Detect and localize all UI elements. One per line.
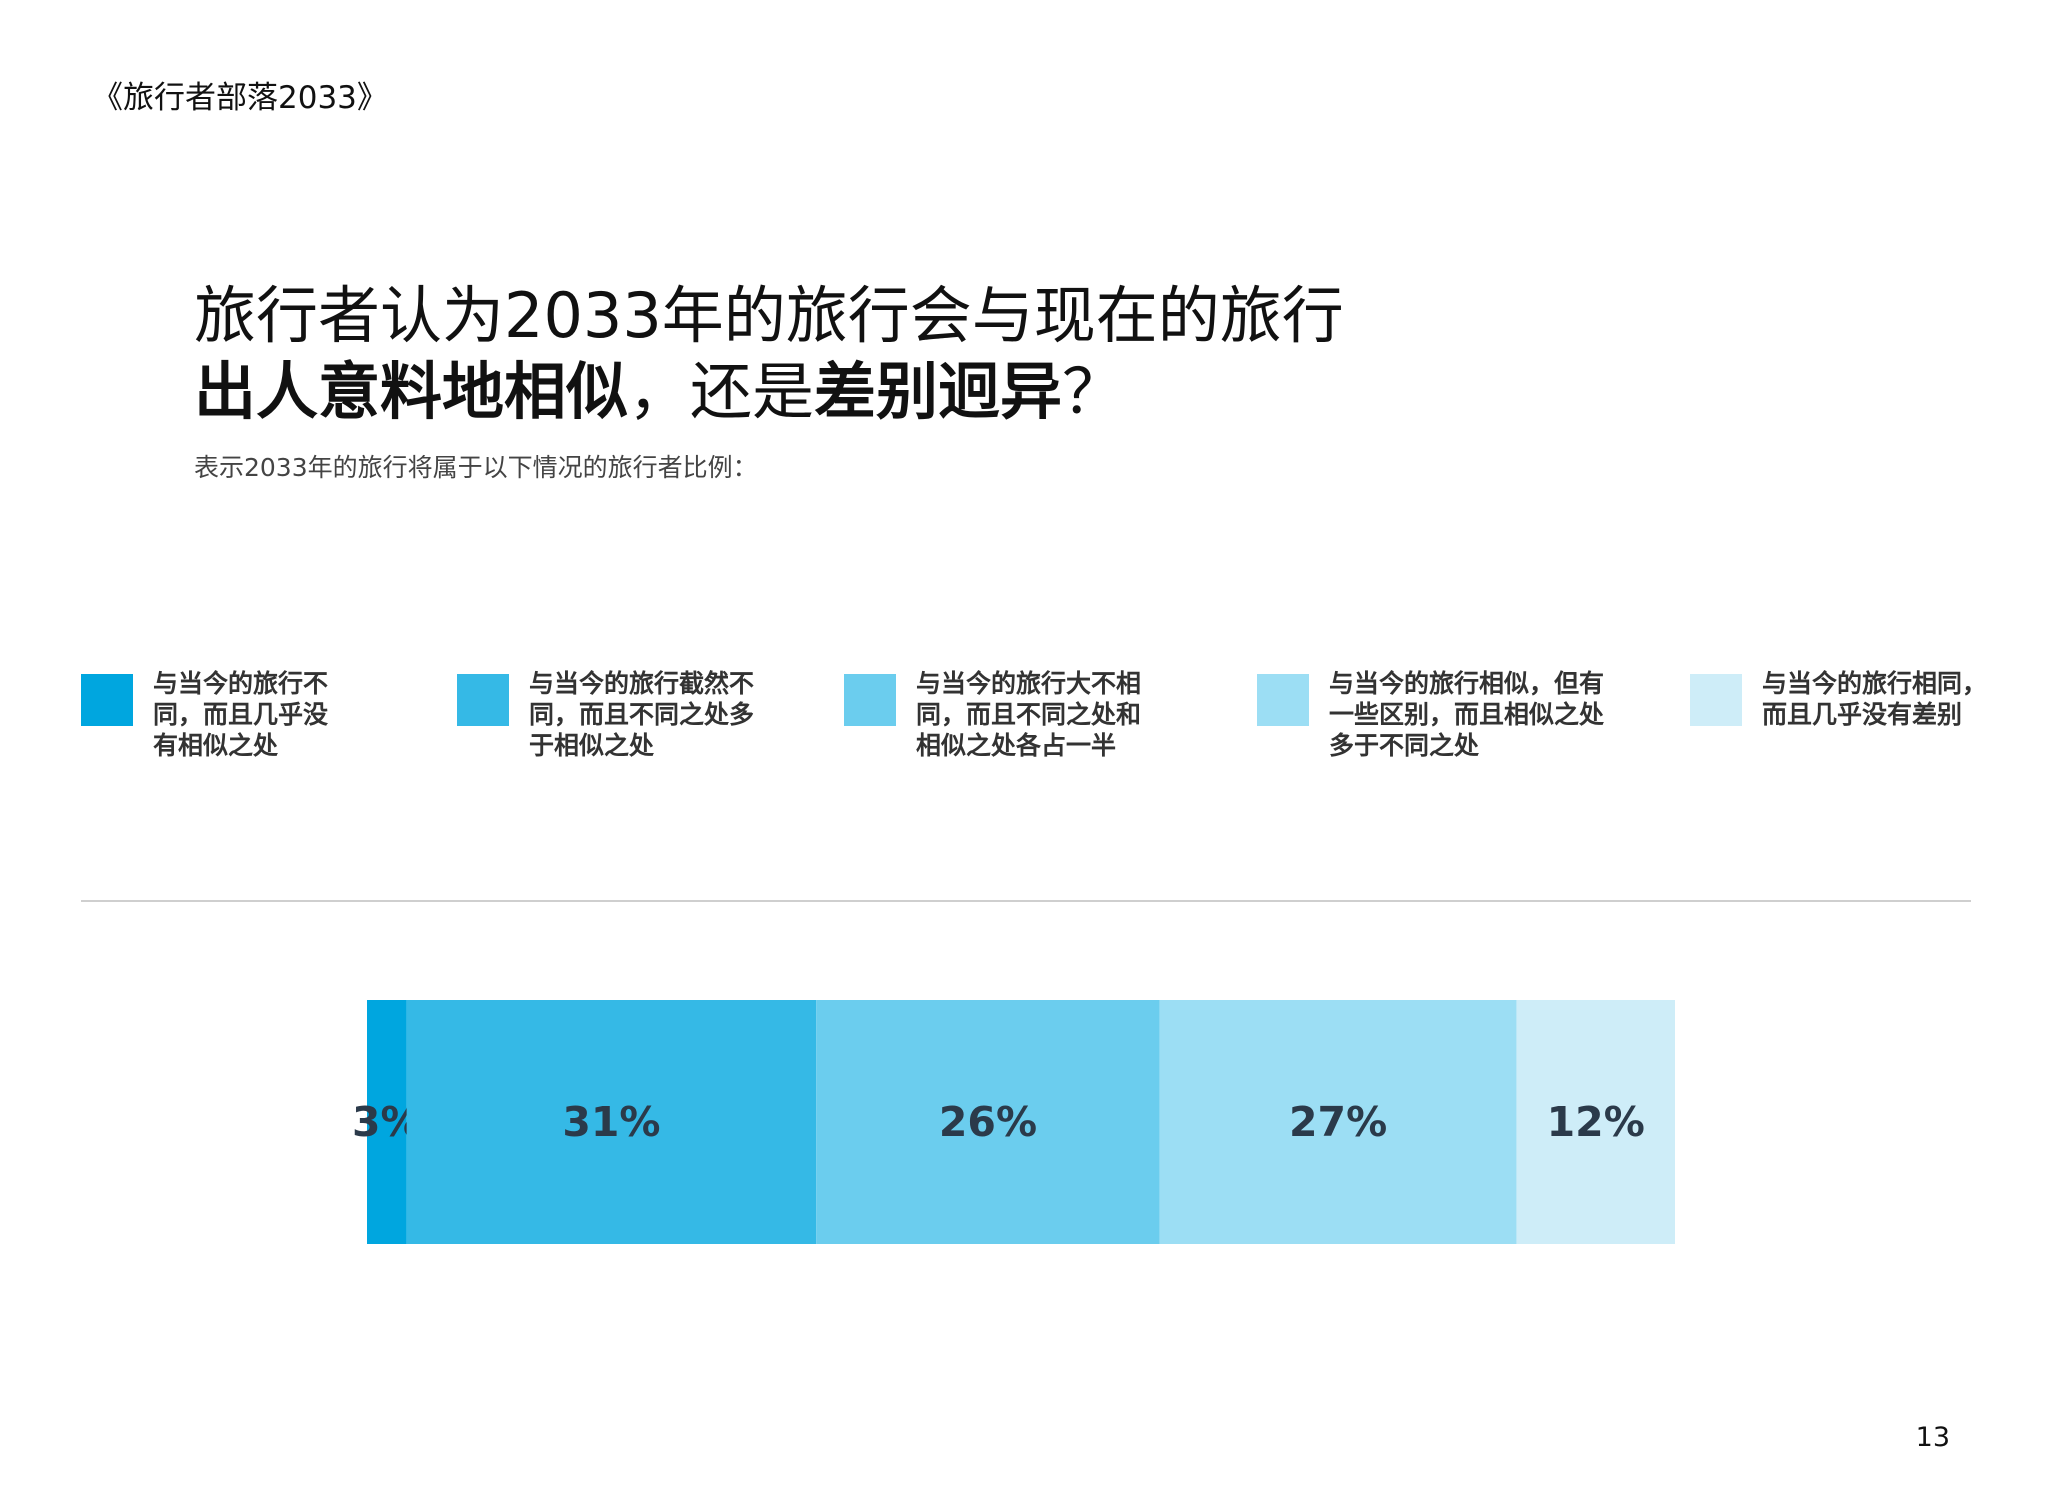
bar-segment-4: [1159, 1000, 1517, 1244]
legend-item-4: 与当今的旅行相似，但有 一些区别，而且相似之处 多于不同之处: [1257, 668, 1604, 761]
legend-text-5: 与当今的旅行相同， 而且几乎没有差别: [1762, 668, 1987, 730]
legend-swatch-3: [844, 674, 896, 726]
legend-1-line-2: 同，而且几乎没: [153, 700, 329, 729]
title-bold-different: 差别迥异: [814, 355, 1063, 428]
legend-3-line-3: 相似之处各占一半: [916, 731, 1117, 760]
legend-2-line-1: 与当今的旅行截然不: [529, 669, 755, 698]
legend-1-line-3: 有相似之处: [153, 731, 279, 760]
title-line-1: 旅行者认为2033年的旅行会与现在的旅行: [194, 279, 1344, 352]
section-divider: [81, 900, 1971, 902]
legend-text-1: 与当今的旅行不 同，而且几乎没 有相似之处: [153, 668, 328, 761]
chart-subtitle: 表示2033年的旅行将属于以下情况的旅行者比例：: [194, 453, 758, 482]
legend-item-5: 与当今的旅行相同， 而且几乎没有差别: [1690, 668, 1987, 730]
bar-segment-5: [1516, 1000, 1675, 1244]
bar-segment-2: [406, 1000, 817, 1244]
legend-swatch-5: [1690, 674, 1742, 726]
bar-segment-3: [816, 1000, 1160, 1244]
title-question-mark: ？: [1062, 355, 1125, 428]
legend-swatch-4: [1257, 674, 1309, 726]
legend-2-line-3: 于相似之处: [529, 731, 655, 760]
legend-4-line-2: 一些区别，而且相似之处: [1329, 700, 1605, 729]
legend-item-1: 与当今的旅行不 同，而且几乎没 有相似之处: [81, 668, 328, 761]
legend-item-3: 与当今的旅行大不相 同，而且不同之处和 相似之处各占一半: [844, 668, 1141, 761]
title-bold-similar: 出人意料地相似: [194, 355, 629, 428]
legend-text-4: 与当今的旅行相似，但有 一些区别，而且相似之处 多于不同之处: [1329, 668, 1604, 761]
legend-5-line-2: 而且几乎没有差别: [1762, 700, 1963, 729]
legend-text-3: 与当今的旅行大不相 同，而且不同之处和 相似之处各占一半: [916, 668, 1141, 761]
legend-item-2: 与当今的旅行截然不 同，而且不同之处多 于相似之处: [457, 668, 754, 761]
page-title: 旅行者认为2033年的旅行会与现在的旅行 出人意料地相似，还是差别迥异？: [194, 278, 1344, 430]
legend-swatch-2: [457, 674, 509, 726]
legend-4-line-3: 多于不同之处: [1329, 731, 1480, 760]
legend-3-line-2: 同，而且不同之处和: [916, 700, 1142, 729]
document-header: 《旅行者部落2033》: [92, 80, 388, 116]
legend-4-line-1: 与当今的旅行相似，但有: [1329, 669, 1605, 698]
legend-5-line-1: 与当今的旅行相同，: [1762, 669, 1988, 698]
title-line-2: 出人意料地相似，还是差别迥异？: [194, 354, 1344, 430]
bar-label-3: 26%: [939, 1098, 1037, 1146]
legend-2-line-2: 同，而且不同之处多: [529, 700, 755, 729]
title-connector: ，还是: [628, 355, 815, 428]
page-number: 13: [1915, 1422, 1950, 1453]
legend-1-line-1: 与当今的旅行不: [153, 669, 329, 698]
legend-text-2: 与当今的旅行截然不 同，而且不同之处多 于相似之处: [529, 668, 754, 761]
legend-swatch-1: [81, 674, 133, 726]
bar-segment-1: [367, 1000, 407, 1244]
bar-label-2: 31%: [562, 1098, 660, 1146]
bar-label-5: 12%: [1547, 1098, 1645, 1146]
bar-label-4: 27%: [1289, 1098, 1387, 1146]
legend-3-line-1: 与当今的旅行大不相: [916, 669, 1142, 698]
